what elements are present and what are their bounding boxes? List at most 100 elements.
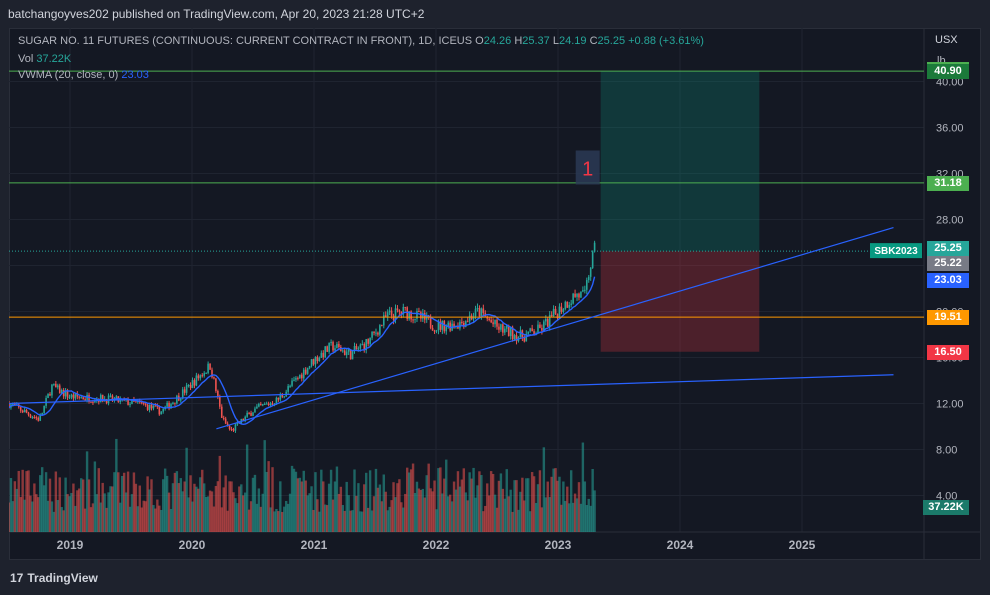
volume-bar [234,498,237,532]
volume-bar [484,505,487,532]
volume-bar [556,480,559,532]
candle [568,304,571,308]
volume-bar [128,506,132,532]
currency-label[interactable]: USX [935,34,958,46]
candle [129,403,131,405]
volume-bar [302,470,305,532]
candle [279,394,282,400]
candle [593,242,596,252]
candle [308,365,311,368]
candle [242,418,245,421]
volume-bar [443,478,446,532]
volume-bar [44,472,48,532]
candle [572,293,574,304]
price-chart[interactable]: 14.008.0012.0016.0020.0024.0028.0032.003… [9,28,981,560]
candle [213,377,215,379]
candle [209,363,211,370]
candle [408,311,410,319]
candle [301,374,303,379]
y-tick-label: 36.00 [936,123,964,135]
volume-bar [259,506,263,532]
volume-bar [548,497,551,532]
y-tick-label: 12.00 [936,399,964,411]
volume-bar [363,484,366,532]
volume-bar [13,481,17,532]
candle [574,293,576,297]
volume-bar [265,471,268,532]
volume-bar [558,476,561,532]
candle [146,404,149,410]
candle [513,335,516,340]
volume-bar [460,479,464,532]
candle [193,380,196,386]
volume-bar [46,500,50,532]
candle [277,397,280,400]
volume-bar [29,495,32,532]
candle [156,405,159,407]
volume-bar [113,472,116,532]
candle [494,319,496,325]
candle [402,306,405,315]
candle [445,326,448,332]
candle [35,417,38,419]
candle [554,308,557,314]
candle [400,311,403,315]
candle [422,312,424,319]
volume-bar [530,472,534,532]
candle [310,359,313,366]
candle [12,404,14,406]
volume-bar [540,507,544,532]
candle [295,377,297,380]
ohlc-key-L: L [552,35,559,47]
candle [289,385,291,387]
volume-bar [199,477,202,532]
candle [418,311,420,313]
volume-bar [370,510,374,532]
volume-bar [527,478,530,532]
volume-bar [60,507,63,532]
volume-bar [68,496,71,532]
volume-bar [189,475,192,532]
volume-bar [487,495,491,532]
volume-bar [470,478,473,532]
volume-bar [273,511,276,532]
candle [552,308,555,317]
volume-bar [91,503,95,532]
candle [396,308,399,311]
candle [466,321,469,323]
volume-label: Vol [18,53,34,65]
candle [244,416,246,421]
candle [334,348,336,351]
volume-bar [329,469,333,532]
tradingview-logo[interactable]: 17 TradingView [10,571,98,585]
candle [392,315,395,320]
candle [263,403,266,405]
volume-bar [124,492,128,532]
candle [43,405,45,413]
x-tick-label: 2021 [301,538,328,552]
volume-bar [314,472,317,532]
volume-bar [378,484,382,532]
volume-bar [83,508,87,532]
candle [343,350,346,356]
candle [464,321,467,327]
candle [47,393,49,399]
candle [543,321,545,331]
volume-bar [390,500,393,532]
candle [291,380,293,386]
volume-bar [218,455,222,532]
candle [585,280,588,290]
volume-bar [201,469,204,532]
volume-bar [542,447,546,532]
volume-bar [583,481,587,532]
volume-bar [11,501,15,532]
volume-bar [368,470,372,532]
candle [453,323,455,327]
volume-bar [552,468,555,532]
volume-bar [310,486,313,532]
volume-bar [343,510,346,532]
volume-bar [103,493,106,532]
volume-bar [544,497,547,532]
x-tick-label: 2025 [789,538,816,552]
volume-bar [437,468,440,532]
